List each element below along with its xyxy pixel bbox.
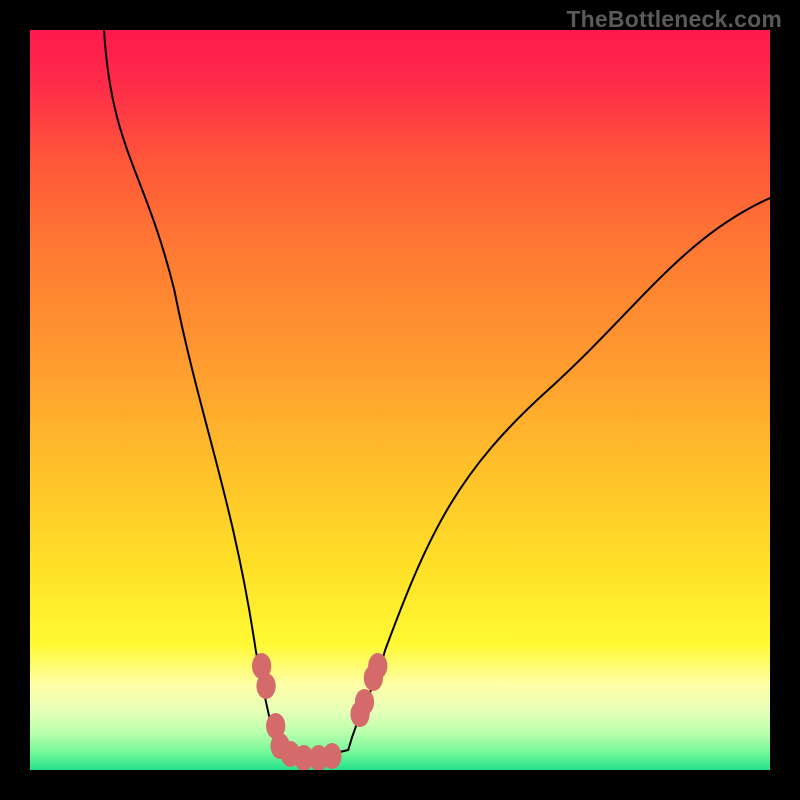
watermark-label: TheBottleneck.com [566,6,782,33]
plot-area [30,30,770,770]
curve-marker [322,743,341,769]
gradient-background [30,30,770,770]
curve-marker [368,653,387,679]
curve-marker [355,689,374,715]
chart-frame: TheBottleneck.com [0,0,800,800]
chart-svg [30,30,770,770]
curve-marker [256,673,275,699]
